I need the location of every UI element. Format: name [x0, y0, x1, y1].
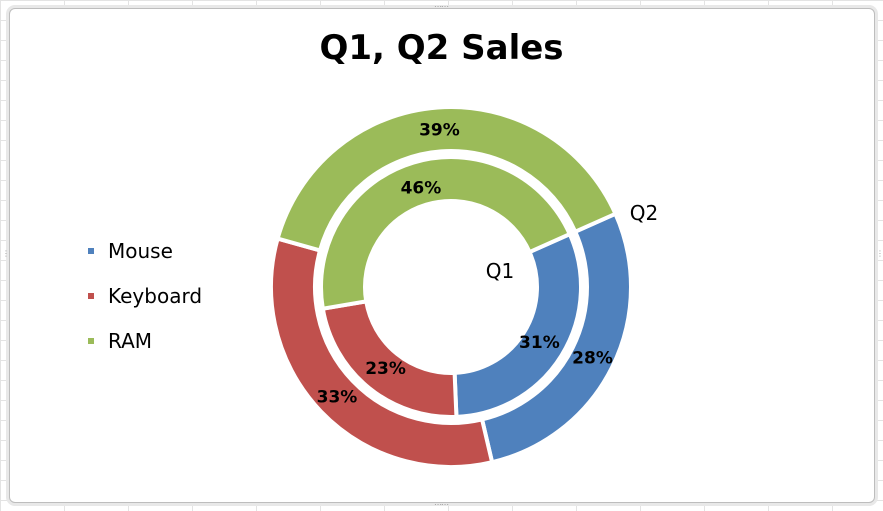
resize-handle-bottom[interactable]: ⋯⋯ [434, 500, 449, 509]
legend-item-mouse: Mouse [88, 228, 202, 273]
legend-item-keyboard: Keyboard [88, 273, 202, 318]
slice-q2-ram[interactable] [275, 105, 619, 253]
legend-item-ram: RAM [88, 318, 202, 363]
chart-area[interactable] [9, 8, 875, 503]
series-label-q1: Q1 [486, 259, 514, 283]
legend-label-mouse: Mouse [108, 238, 173, 263]
legend-marker-keyboard [88, 292, 94, 299]
series-label-q2: Q2 [630, 201, 658, 225]
chart-title: Q1, Q2 Sales [319, 28, 564, 68]
data-label-q2-mouse: 28% [572, 348, 613, 368]
legend[interactable]: Mouse Keyboard RAM [88, 228, 202, 363]
legend-marker-mouse [88, 247, 94, 254]
resize-handle-top[interactable]: ⋯⋯ [434, 2, 449, 11]
legend-label-keyboard: Keyboard [108, 283, 203, 308]
data-label-q2-keyboard: 33% [317, 387, 358, 407]
legend-label-ram: RAM [108, 328, 153, 353]
data-label-q1-keyboard: 23% [365, 359, 406, 379]
slice-q1-ram[interactable] [319, 155, 573, 311]
data-label-q1-ram: 46% [401, 178, 442, 198]
resize-handle-right[interactable]: ⋮ [876, 249, 883, 258]
legend-marker-ram [88, 337, 94, 344]
data-label-q1-mouse: 31% [519, 333, 560, 353]
slice-q1-mouse[interactable] [452, 231, 583, 419]
resize-handle-left[interactable]: ⋮ [2, 249, 10, 258]
data-label-q2-ram: 39% [419, 120, 460, 140]
